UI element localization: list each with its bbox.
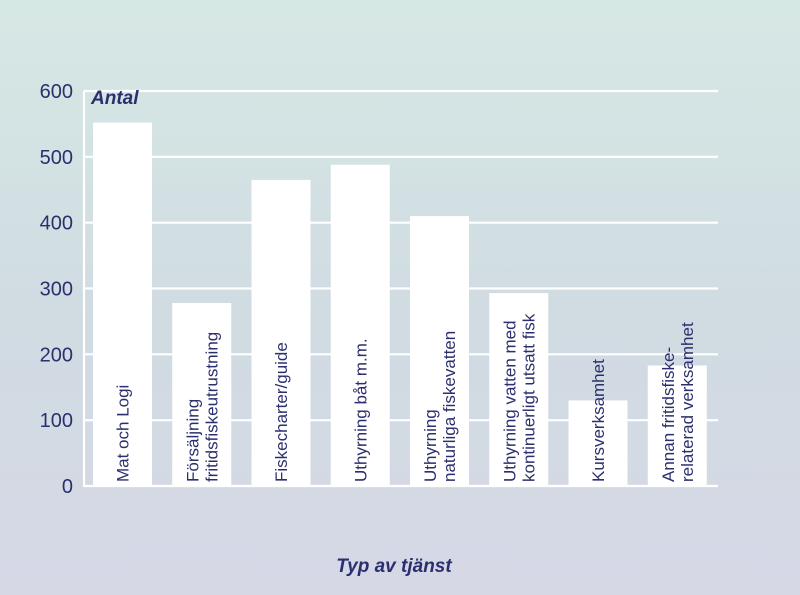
category-label-line: relaterad verksamhet [678, 322, 697, 482]
axes [82, 91, 718, 488]
bars [93, 122, 707, 487]
y-tick-label: 100 [40, 410, 73, 432]
category-label: Uthyrning vatten medkontinuerligt utsatt… [500, 313, 538, 482]
y-tick-label: 300 [40, 279, 73, 301]
category-label: Försäljningfritidsfiskeutrustning [183, 332, 221, 482]
y-tick-label: 600 [40, 81, 73, 103]
category-label-line: Annan fritidsfiske- [659, 347, 678, 482]
y-tick-label: 400 [40, 213, 73, 235]
category-labels: Mat och Logi Försäljningfritidsfiskeutrus… [114, 313, 697, 482]
bar [489, 293, 549, 486]
y-tick-label: 500 [40, 147, 73, 169]
category-label-line: Uthyrning [421, 409, 440, 482]
category-label: Mat och Logi [114, 385, 133, 482]
bar [251, 179, 311, 486]
category-label: Annan fritidsfiske-relaterad verksamhet [659, 322, 697, 482]
bar [172, 302, 232, 486]
category-label: Kursverksamhet [589, 359, 608, 482]
bar [410, 216, 469, 487]
category-label-line: Försäljning [183, 399, 202, 482]
category-label-line: Uthyrning båt m.m. [351, 338, 370, 482]
category-label-line: Mat och Logi [114, 385, 133, 482]
x-axis-title: Typ av tjänst [336, 556, 452, 577]
bar [568, 400, 628, 486]
y-axis-title: Antal [90, 88, 139, 109]
bar [330, 164, 390, 486]
category-label-line: fritidsfiskeutrustning [202, 332, 221, 482]
category-label-line: Kursverksamhet [589, 359, 608, 482]
category-label: Fiskecharter/guide [272, 342, 291, 482]
y-tick-label: 200 [40, 344, 73, 366]
bar [647, 365, 707, 486]
category-label-line: Uthyrning vatten med [500, 320, 519, 482]
y-tick-labels: 0 100 200 300 400 500 600 [40, 81, 73, 498]
category-label: Uthyrningnaturliga fiskevatten [421, 331, 459, 482]
category-label-line: kontinuerligt utsatt fisk [519, 313, 538, 482]
category-label-line: naturliga fiskevatten [440, 331, 459, 482]
bar [93, 122, 152, 486]
y-tick-label: 0 [62, 476, 73, 498]
category-label-line: Fiskecharter/guide [272, 342, 291, 482]
category-label: Uthyrning båt m.m. [351, 338, 370, 482]
